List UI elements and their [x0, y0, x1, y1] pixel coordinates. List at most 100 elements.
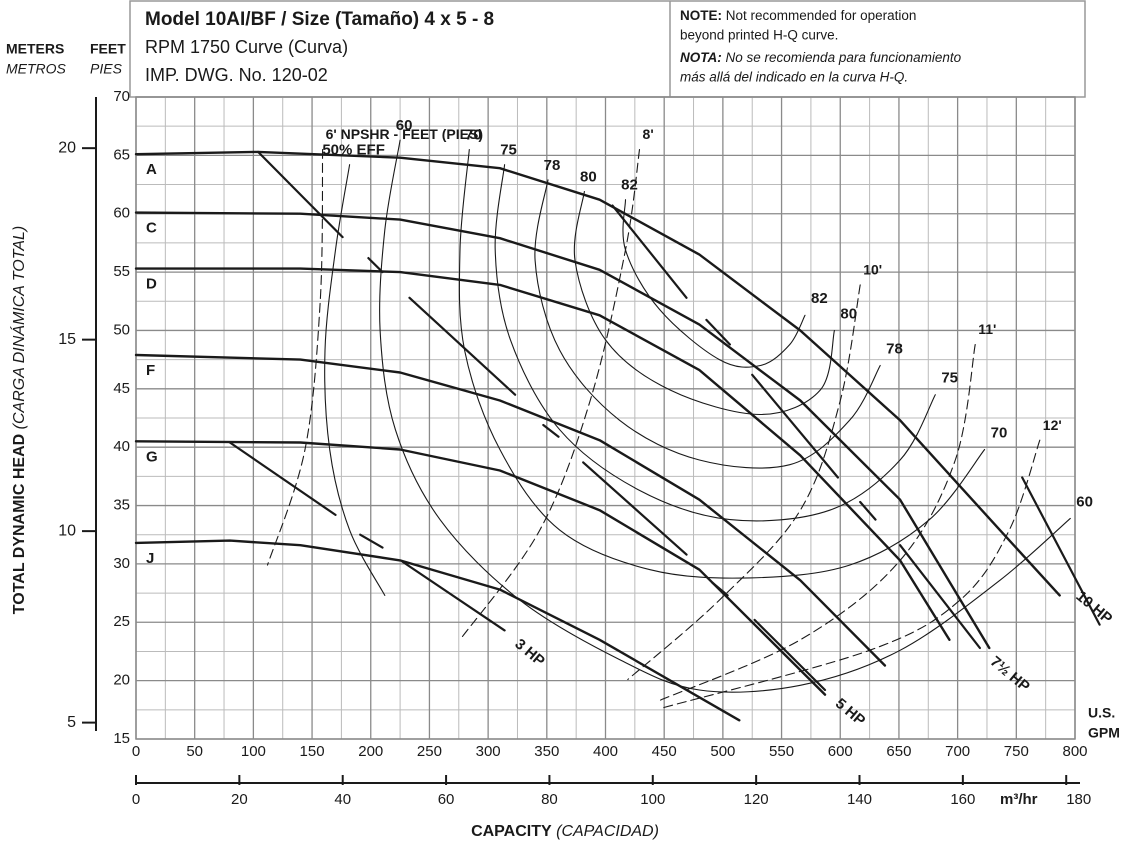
npsh-label: 8' — [643, 126, 654, 142]
eff-label: 82 — [621, 177, 638, 194]
x-label-es: (CAPACIDAD) — [556, 823, 659, 840]
hp-curve — [257, 150, 827, 692]
hp-curve — [228, 441, 506, 632]
y-tick-label: 35 — [113, 497, 130, 514]
curve-label: C — [146, 220, 157, 237]
npsh-curve — [459, 148, 641, 641]
eff-label: 60 — [396, 117, 413, 134]
note-label: NOTE: — [680, 8, 722, 23]
y-tick-label: 45 — [113, 380, 130, 397]
npsh-label: 12' — [1043, 417, 1062, 433]
y-tick-label: 15 — [113, 730, 130, 747]
eff-label: 75 — [500, 142, 517, 159]
eff-label: 60 — [1076, 493, 1093, 510]
hq-curve — [134, 440, 827, 696]
y-label-es: (CARGA DINÁMICA TOTAL) — [9, 226, 28, 430]
x2-tick-label: 40 — [334, 791, 351, 808]
npsh-label: 10' — [863, 262, 882, 278]
x-tick-label: 400 — [593, 743, 618, 760]
x2-tick-label: 160 — [950, 791, 975, 808]
y-tick-label: 30 — [113, 555, 130, 572]
x2-tick-label: 20 — [231, 791, 248, 808]
eff-label: 50% EFF — [322, 142, 385, 159]
eff-label: 80 — [840, 305, 857, 322]
x2-tick-label: 60 — [438, 791, 455, 808]
npsh-curve — [658, 343, 976, 702]
x-label: CAPACITY — [471, 823, 552, 840]
nota-line: No se recomienda para funcionamiento — [726, 50, 962, 65]
hp-curve — [611, 204, 981, 650]
x2-tick-label: 140 — [847, 791, 872, 808]
y-tick-label: 40 — [113, 438, 130, 455]
x-tick-label: 200 — [358, 743, 383, 760]
eff-curve — [324, 164, 386, 596]
chart-title: Model 10AI/BF / Size (Tamaño) 4 x 5 - 8 — [145, 9, 494, 30]
note-line: beyond printed H-Q curve. — [680, 28, 838, 43]
hq-curve — [134, 539, 741, 722]
note: NOTE: Not recommended for operation — [680, 8, 916, 23]
x-tick-label: 150 — [300, 743, 325, 760]
x2-tick-label: 0 — [132, 791, 140, 808]
x-tick-label: 250 — [417, 743, 442, 760]
x2-tick-label: 100 — [640, 791, 665, 808]
nota: NOTA: No se recomienda para funcionamien… — [680, 50, 962, 65]
y2-tick-label: 20 — [58, 139, 76, 156]
x-tick-label: 750 — [1004, 743, 1029, 760]
eff-curve — [379, 139, 1071, 693]
y2-tick-label: 5 — [67, 714, 76, 731]
drawing-number: IMP. DWG. No. 120-02 — [145, 65, 328, 85]
x2-tick-label: 80 — [541, 791, 558, 808]
x2-unit: m³/hr — [1000, 791, 1038, 808]
y2-tick-label: 10 — [58, 522, 76, 539]
x-tick-label: 50 — [186, 743, 203, 760]
curve-label: J — [146, 550, 154, 567]
x-unit: U.S. — [1088, 705, 1115, 721]
chart-subtitle: RPM 1750 Curve (Curva) — [145, 37, 348, 57]
plot-frame — [135, 96, 1076, 740]
npsh-label: 11' — [978, 321, 996, 337]
y-tick-label: 25 — [113, 613, 130, 630]
eff-label: 75 — [941, 370, 958, 387]
eff-label: 70 — [991, 424, 1008, 441]
eff-label: 70 — [465, 126, 482, 143]
npsh-curve — [266, 148, 324, 566]
y-unit: METROS — [6, 61, 67, 77]
x-tick-label: 800 — [1062, 743, 1087, 760]
y-tick-label: 20 — [113, 672, 130, 689]
npsh-label: 6' NPSHR - FEET (PIES) — [326, 126, 483, 142]
x-tick-label: 450 — [652, 743, 677, 760]
x-axis-title: CAPACITY (CAPACIDAD) — [471, 823, 659, 840]
x2-tick-label: 120 — [744, 791, 769, 808]
y-tick-label: 50 — [113, 321, 130, 338]
x2-tick-label: 180 — [1066, 791, 1091, 808]
x-tick-label: 600 — [828, 743, 853, 760]
hq-curve — [134, 211, 991, 650]
y-unit: FEET — [90, 41, 126, 57]
hq-curve — [134, 267, 951, 641]
curve-label: G — [146, 448, 158, 465]
y-unit: METERS — [6, 41, 64, 57]
npsh-curve — [627, 284, 861, 681]
eff-label: 80 — [580, 169, 597, 186]
y2-tick-label: 15 — [58, 331, 76, 348]
x-tick-label: 650 — [886, 743, 911, 760]
x-tick-label: 550 — [769, 743, 794, 760]
nota-label: NOTA: — [680, 50, 722, 65]
x-tick-label: 700 — [945, 743, 970, 760]
eff-curve — [534, 179, 881, 469]
y-axis-title: TOTAL DYNAMIC HEAD (CARGA DINÁMICA TOTAL… — [9, 226, 28, 614]
x-tick-label: 0 — [132, 743, 140, 760]
x-tick-label: 100 — [241, 743, 266, 760]
hp-curve — [1021, 476, 1101, 626]
eff-label: 82 — [811, 290, 828, 307]
eff-curve — [494, 164, 936, 522]
y-tick-label: 55 — [113, 263, 130, 280]
y-tick-label: 65 — [113, 146, 130, 163]
curve-label: A — [146, 161, 157, 178]
nota-line: más allá del indicado en la curva H-Q. — [680, 70, 908, 85]
eff-curve — [573, 190, 835, 416]
eff-label: 78 — [886, 340, 903, 357]
note-line: Not recommended for operation — [726, 8, 917, 23]
